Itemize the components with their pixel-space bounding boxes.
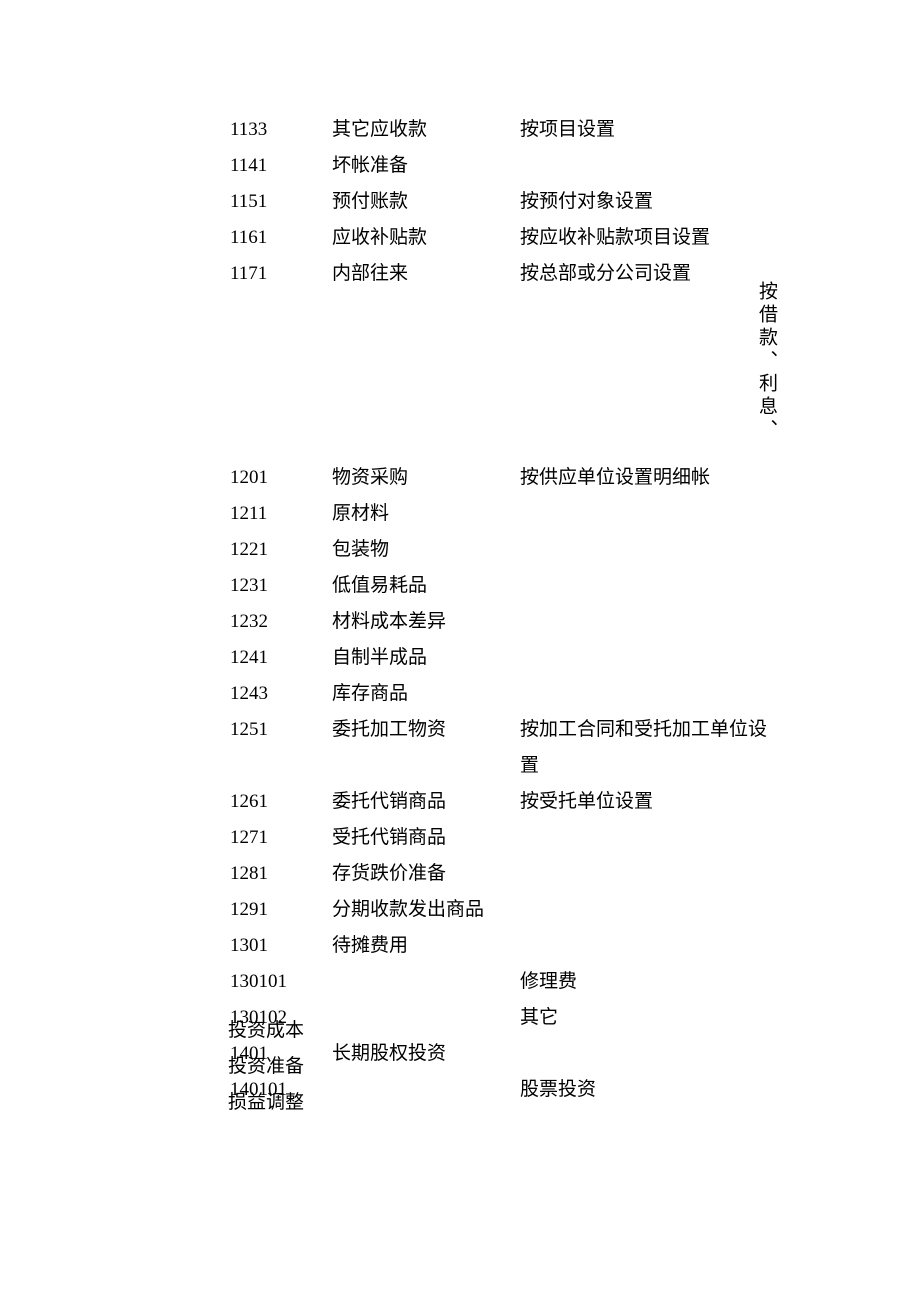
table-row: 1301待摊费用 <box>230 928 770 964</box>
account-desc <box>520 676 770 712</box>
account-desc: 股票投资 <box>520 1072 770 1108</box>
account-desc <box>520 892 770 928</box>
vertical-note: 按借款、利息、 <box>756 281 778 442</box>
account-desc: 按供应单位设置明细帐 <box>520 460 770 496</box>
sub-items: 投资成本投资准备损益调整 <box>228 1013 304 1121</box>
account-name: 分期收款发出商品 <box>332 892 520 928</box>
account-name: 库存商品 <box>332 676 520 712</box>
account-code: 1291 <box>230 892 332 928</box>
account-desc: 按受托单位设置 <box>520 784 770 820</box>
account-desc: 按预付对象设置 <box>520 184 770 220</box>
account-desc <box>520 856 770 892</box>
table-row: 1401长期股权投资 <box>230 1036 770 1072</box>
account-code: 1141 <box>230 148 332 184</box>
table-row: 1211原材料 <box>230 496 770 532</box>
table-row: 1171内部往来按总部或分公司设置 <box>230 256 770 292</box>
table-row: 1243库存商品 <box>230 676 770 712</box>
account-code: 1171 <box>230 256 332 292</box>
table-row: 1221包装物 <box>230 532 770 568</box>
account-code: 1221 <box>230 532 332 568</box>
account-desc <box>520 1036 770 1072</box>
account-code: 1231 <box>230 568 332 604</box>
account-desc <box>520 928 770 964</box>
account-name: 存货跌价准备 <box>332 856 520 892</box>
table-row: 1281存货跌价准备 <box>230 856 770 892</box>
account-name: 委托代销商品 <box>332 784 520 820</box>
account-name <box>332 1072 520 1108</box>
account-name: 物资采购 <box>332 460 520 496</box>
account-name: 应收补贴款 <box>332 220 520 256</box>
account-desc <box>520 604 770 640</box>
account-name: 预付账款 <box>332 184 520 220</box>
account-code: 130101 <box>230 964 332 1000</box>
table-row: 1232材料成本差异 <box>230 604 770 640</box>
account-name: 待摊费用 <box>332 928 520 964</box>
account-name <box>332 964 520 1000</box>
table-row: 130101 修理费 <box>230 964 770 1000</box>
table-row: 1251委托加工物资按加工合同和受托加工单位设置 <box>230 712 770 784</box>
account-desc: 按总部或分公司设置 <box>520 256 770 292</box>
sub-item: 损益调整 <box>228 1085 304 1121</box>
table-row: 1133其它应收款按项目设置 <box>230 112 770 148</box>
account-desc <box>520 820 770 856</box>
account-table: 1133其它应收款按项目设置1141坏帐准备1151预付账款按预付对象设置116… <box>230 112 770 1108</box>
account-desc: 按项目设置 <box>520 112 770 148</box>
table-row: 1231低值易耗品 <box>230 568 770 604</box>
account-desc <box>520 496 770 532</box>
account-name: 委托加工物资 <box>332 712 520 784</box>
account-name: 材料成本差异 <box>332 604 520 640</box>
account-code: 1201 <box>230 460 332 496</box>
account-name: 低值易耗品 <box>332 568 520 604</box>
account-code: 1281 <box>230 856 332 892</box>
account-code: 1271 <box>230 820 332 856</box>
account-code: 1161 <box>230 220 332 256</box>
account-name: 包装物 <box>332 532 520 568</box>
account-code: 1241 <box>230 640 332 676</box>
account-name: 自制半成品 <box>332 640 520 676</box>
sub-item: 投资成本 <box>228 1013 304 1049</box>
table-row: 130102其它 <box>230 1000 770 1036</box>
table-row: 1201物资采购按供应单位设置明细帐 <box>230 460 770 496</box>
table-row: 1141坏帐准备 <box>230 148 770 184</box>
table-row: 1291分期收款发出商品 <box>230 892 770 928</box>
table-row: 1241自制半成品 <box>230 640 770 676</box>
account-code: 1261 <box>230 784 332 820</box>
account-desc: 修理费 <box>520 964 770 1000</box>
account-code: 1232 <box>230 604 332 640</box>
account-name <box>332 1000 520 1036</box>
account-desc <box>520 568 770 604</box>
account-code: 1151 <box>230 184 332 220</box>
account-name: 受托代销商品 <box>332 820 520 856</box>
account-name: 原材料 <box>332 496 520 532</box>
table-row: 1271受托代销商品 <box>230 820 770 856</box>
account-desc: 其它 <box>520 1000 770 1036</box>
account-name: 内部往来 <box>332 256 520 292</box>
account-name: 坏帐准备 <box>332 148 520 184</box>
table-row: 1161应收补贴款按应收补贴款项目设置 <box>230 220 770 256</box>
sub-item: 投资准备 <box>228 1049 304 1085</box>
account-desc <box>520 148 770 184</box>
table-row: 1151预付账款按预付对象设置 <box>230 184 770 220</box>
account-desc <box>520 640 770 676</box>
account-name: 其它应收款 <box>332 112 520 148</box>
table-row: 1261委托代销商品按受托单位设置 <box>230 784 770 820</box>
account-code: 1211 <box>230 496 332 532</box>
account-desc <box>520 532 770 568</box>
account-code: 1251 <box>230 712 332 784</box>
account-code: 1243 <box>230 676 332 712</box>
account-desc: 按应收补贴款项目设置 <box>520 220 770 256</box>
table-row: 140101股票投资 <box>230 1072 770 1108</box>
account-code: 1301 <box>230 928 332 964</box>
account-name: 长期股权投资 <box>332 1036 520 1072</box>
account-desc: 按加工合同和受托加工单位设置 <box>520 712 770 784</box>
account-code: 1133 <box>230 112 332 148</box>
